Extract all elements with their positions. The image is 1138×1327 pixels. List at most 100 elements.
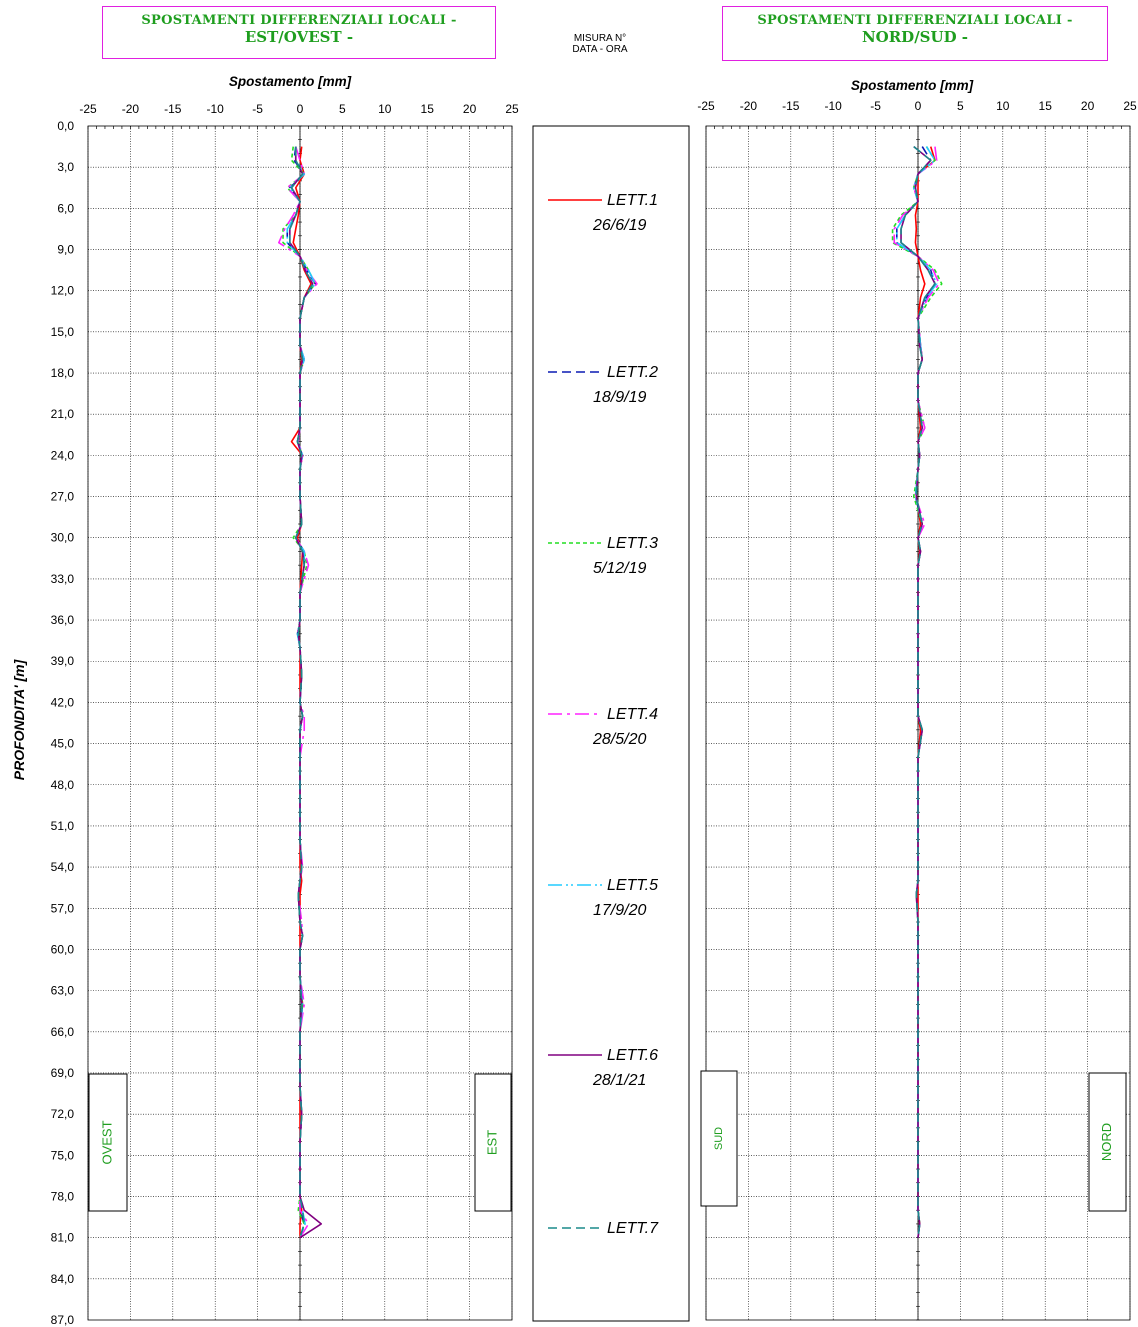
left-y-tick-label: 78,0 <box>51 1189 75 1203</box>
right-series-line <box>891 146 943 1238</box>
right-x-tick-label: -25 <box>697 99 715 113</box>
legend-frame <box>532 125 690 1322</box>
left-y-tick-label: 60,0 <box>51 942 75 956</box>
right-series-line <box>896 146 936 1238</box>
right-x-tick-label: 15 <box>1039 99 1053 113</box>
left-y-tick-label: 9,0 <box>57 243 74 257</box>
left-y-tick-label: 18,0 <box>51 366 75 380</box>
legend-date: 26/6/19 <box>592 217 646 234</box>
legend: LETT.1 26/6/19 LETT.2 18/9/19 LETT.3 5/12/19 L… <box>532 125 690 1322</box>
legend-date: 28/1/21 <box>592 1072 646 1089</box>
left-y-tick-label: 24,0 <box>51 448 75 462</box>
left-series-line <box>278 146 318 1239</box>
left-x-tick-label: -10 <box>207 102 225 116</box>
left-series-line <box>282 146 317 1238</box>
left-y-axis-title: PROFONDITA' [m] <box>11 658 27 780</box>
right-x-axis-title: Spostamento [mm] <box>851 78 974 93</box>
left-plot: -25 -20 -15 -10 -5 0 5 10 15 20 25 0,0 3,0 6,0 9,0 12,0… <box>11 74 519 1327</box>
right-title-line1: SPOSTAMENTI DIFFERENZIALI LOCALI - <box>757 13 1073 28</box>
nord-label-box-text: NORD <box>1099 1123 1114 1161</box>
left-x-tick-label: 25 <box>505 102 519 116</box>
sud-label-box-frame <box>700 1070 738 1207</box>
left-chart-title: SPOSTAMENTI DIFFERENZIALI LOCALI - EST/O… <box>102 6 496 59</box>
left-y-tick-label: 45,0 <box>51 737 75 751</box>
left-y-tick-label: 6,0 <box>57 201 74 215</box>
legend-date: 5/12/19 <box>593 560 646 577</box>
left-title-line1: SPOSTAMENTI DIFFERENZIALI LOCALI - <box>141 13 457 28</box>
legend-label: LETT.4 <box>607 706 658 723</box>
left-series-line <box>289 146 322 1239</box>
right-x-tick-label: -15 <box>782 99 800 113</box>
nord-label-box: NORD <box>1088 1072 1127 1212</box>
nord-label-box-frame <box>1088 1072 1127 1212</box>
measure-datetime-label: DATA - ORA <box>572 44 628 55</box>
est-label-box: EST <box>474 1073 512 1212</box>
left-y-tick-label: 12,0 <box>51 284 75 298</box>
left-y-tick-label: 54,0 <box>51 860 75 874</box>
left-x-tick-label: -20 <box>122 102 140 116</box>
left-y-tick-label: 30,0 <box>51 531 75 545</box>
legend-label: LETT.7 <box>607 1220 659 1237</box>
right-x-tick-label: 10 <box>996 99 1010 113</box>
right-series-line <box>896 146 938 1238</box>
left-y-tick-label: 57,0 <box>51 901 75 915</box>
left-y-tick-label: 39,0 <box>51 654 75 668</box>
measure-info: MISURA N° DATA - ORA <box>545 33 655 55</box>
sud-label-box: SUD <box>700 1070 738 1207</box>
left-x-tick-label: -25 <box>79 102 97 116</box>
right-x-tick-label: -10 <box>825 99 843 113</box>
left-y-tick-label: 84,0 <box>51 1272 75 1286</box>
left-y-tick-label: 21,0 <box>51 407 75 421</box>
legend-label: LETT.3 <box>607 535 658 552</box>
est-label-box-frame <box>474 1073 512 1212</box>
legend-date: 18/9/19 <box>593 389 646 406</box>
left-y-tick-label: 27,0 <box>51 490 75 504</box>
legend-label: LETT.6 <box>607 1047 658 1064</box>
ovest-label-box-frame <box>88 1073 128 1212</box>
left-y-tick-label: 63,0 <box>51 984 75 998</box>
left-y-tick-label: 72,0 <box>51 1107 75 1121</box>
left-x-tick-label: 15 <box>421 102 435 116</box>
left-series-line <box>289 146 314 1238</box>
left-y-tick-label: 81,0 <box>51 1231 75 1245</box>
est-label-box-text: EST <box>484 1130 499 1155</box>
measure-number-label: MISURA N° <box>573 33 627 44</box>
left-y-tick-label: 0,0 <box>57 119 74 133</box>
right-series-line <box>893 146 940 1238</box>
left-x-tick-label: -15 <box>164 102 182 116</box>
right-x-tick-label: 25 <box>1123 99 1137 113</box>
left-y-tick-label: 33,0 <box>51 572 75 586</box>
left-y-tick-label: 3,0 <box>57 160 74 174</box>
right-x-tick-label: 5 <box>957 99 964 113</box>
right-series-line <box>900 145 936 1238</box>
right-x-tick-label: -5 <box>870 99 881 113</box>
left-y-tick-label: 66,0 <box>51 1025 75 1039</box>
left-y-tick-label: 87,0 <box>51 1313 75 1327</box>
left-x-tick-label: 0 <box>297 102 304 116</box>
left-x-axis-title: Spostamento [mm] <box>229 74 352 89</box>
right-title-line2: NORD/SUD - <box>861 28 969 46</box>
legend-label: LETT.2 <box>607 364 658 381</box>
left-y-tick-label: 36,0 <box>51 613 75 627</box>
left-x-tick-label: 20 <box>463 102 477 116</box>
right-x-tick-label: 0 <box>915 99 922 113</box>
ovest-label-box-text: OVEST <box>99 1120 114 1164</box>
left-y-tick-label: 15,0 <box>51 325 75 339</box>
right-chart-title: SPOSTAMENTI DIFFERENZIALI LOCALI - NORD/… <box>722 6 1108 61</box>
legend-date: 17/9/20 <box>593 902 646 919</box>
ovest-label-box: OVEST <box>88 1073 128 1212</box>
sud-label-box-text: SUD <box>713 1127 725 1150</box>
right-x-tick-label: 20 <box>1081 99 1095 113</box>
legend-label: LETT.5 <box>607 877 658 894</box>
left-y-tick-label: 51,0 <box>51 819 75 833</box>
left-x-tick-label: -5 <box>252 102 263 116</box>
left-x-tick-label: 10 <box>378 102 392 116</box>
right-plot: -25 -20 -15 -10 -5 0 5 10 15 20 25 Spostamento [mm] <box>697 78 1137 1321</box>
legend-date: 28/5/20 <box>592 731 646 748</box>
left-title-line2: EST/OVEST - <box>244 28 354 46</box>
left-y-tick-label: 42,0 <box>51 695 75 709</box>
left-y-tick-label: 75,0 <box>51 1148 75 1162</box>
left-x-tick-label: 5 <box>339 102 346 116</box>
left-y-tick-label: 69,0 <box>51 1066 75 1080</box>
